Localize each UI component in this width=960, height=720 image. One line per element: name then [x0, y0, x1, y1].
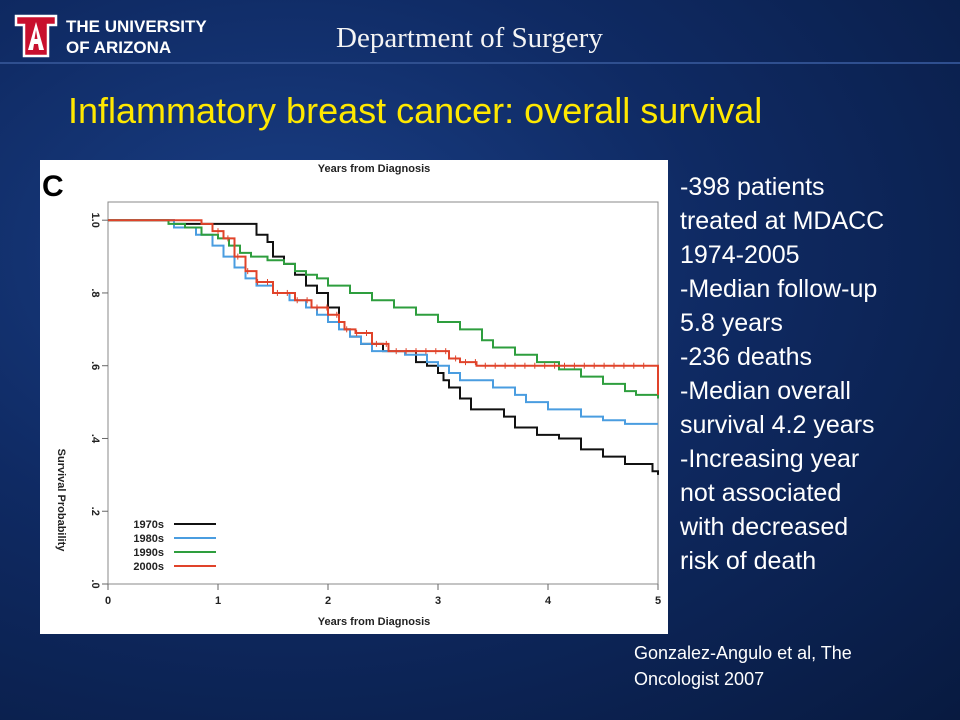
- header-divider: [0, 62, 960, 64]
- panel-label: C: [42, 170, 64, 203]
- fact-line: with decreased: [680, 513, 849, 541]
- fact-line: risk of death: [680, 547, 817, 575]
- fact-line: not associated: [680, 479, 842, 507]
- y-axis-label: Survival Probability: [55, 449, 67, 553]
- series-line-1970s: [108, 219, 659, 475]
- fact-line: -398 patients: [680, 173, 825, 201]
- series-line-1990s: [108, 219, 659, 399]
- chart-legend: 1970s 1980s 1990s 2000s: [133, 519, 216, 573]
- citation-line1: Gonzalez-Angulo et al, The: [634, 643, 852, 663]
- slide-title: Inflammatory breast cancer: overall surv…: [68, 90, 763, 131]
- y-tick-label: .2: [89, 507, 101, 516]
- fact-line: -Median overall: [680, 377, 851, 405]
- plot-frame: [107, 201, 659, 585]
- fact-line: treated at MDACC: [680, 207, 885, 235]
- y-tick-label: 1.0: [89, 213, 101, 228]
- x-axis-label: Years from Diagnosis: [318, 616, 431, 628]
- series-line-1980s: [108, 219, 658, 425]
- y-tick-label: .8: [89, 288, 101, 297]
- legend-label: 1970s: [133, 519, 164, 531]
- key-facts-list: -398 patients treated at MDACC 1974-2005 -M…: [680, 170, 955, 578]
- legend-label: 1980s: [133, 533, 164, 545]
- fact-line: 5.8 years: [680, 309, 783, 337]
- y-tick-label: .0: [89, 579, 101, 588]
- legend-label: 2000s: [133, 561, 164, 573]
- x-tick-label: 5: [655, 595, 661, 607]
- university-logo: THE UNIVERSITY OF ARIZONA: [14, 10, 224, 60]
- department-name: Department of Surgery: [336, 22, 603, 54]
- fact-line: survival 4.2 years: [680, 411, 875, 439]
- university-name-line2: OF ARIZONA: [66, 38, 171, 57]
- fact-line: -Increasing year: [680, 445, 860, 473]
- x-tick-label: 3: [435, 595, 441, 607]
- x-tick-label: 0: [105, 595, 111, 607]
- citation-line2: Oncologist 2007: [634, 669, 765, 689]
- fact-line: 1974-2005: [680, 241, 800, 269]
- y-tick-label: .4: [89, 434, 101, 444]
- series-line-2000s: [108, 219, 659, 395]
- x-tick-label: 1: [215, 595, 221, 607]
- chart-axes: 0 1 2 3 4 5 .0 .2 .4 .6 .8 1.0: [89, 201, 661, 607]
- legend-label: 1990s: [133, 547, 164, 559]
- arizona-a-logo: THE UNIVERSITY OF ARIZONA: [14, 14, 207, 58]
- fact-line: -236 deaths: [680, 343, 813, 371]
- citation: Gonzalez-Angulo et al, The Oncologist 20…: [634, 640, 852, 692]
- x-tick-label: 2: [325, 595, 331, 607]
- chart-series: [108, 219, 659, 475]
- x-tick-label: 4: [545, 595, 552, 607]
- chart-top-label: Years from Diagnosis: [318, 163, 431, 175]
- survival-chart: C Years from Diagnosis Years from Diagno…: [42, 163, 661, 628]
- fact-line: -Median follow-up: [680, 275, 878, 303]
- university-name-line1: THE UNIVERSITY: [66, 17, 207, 36]
- survival-chart-panel: C Years from Diagnosis Years from Diagno…: [40, 160, 668, 634]
- y-tick-label: .6: [89, 361, 101, 370]
